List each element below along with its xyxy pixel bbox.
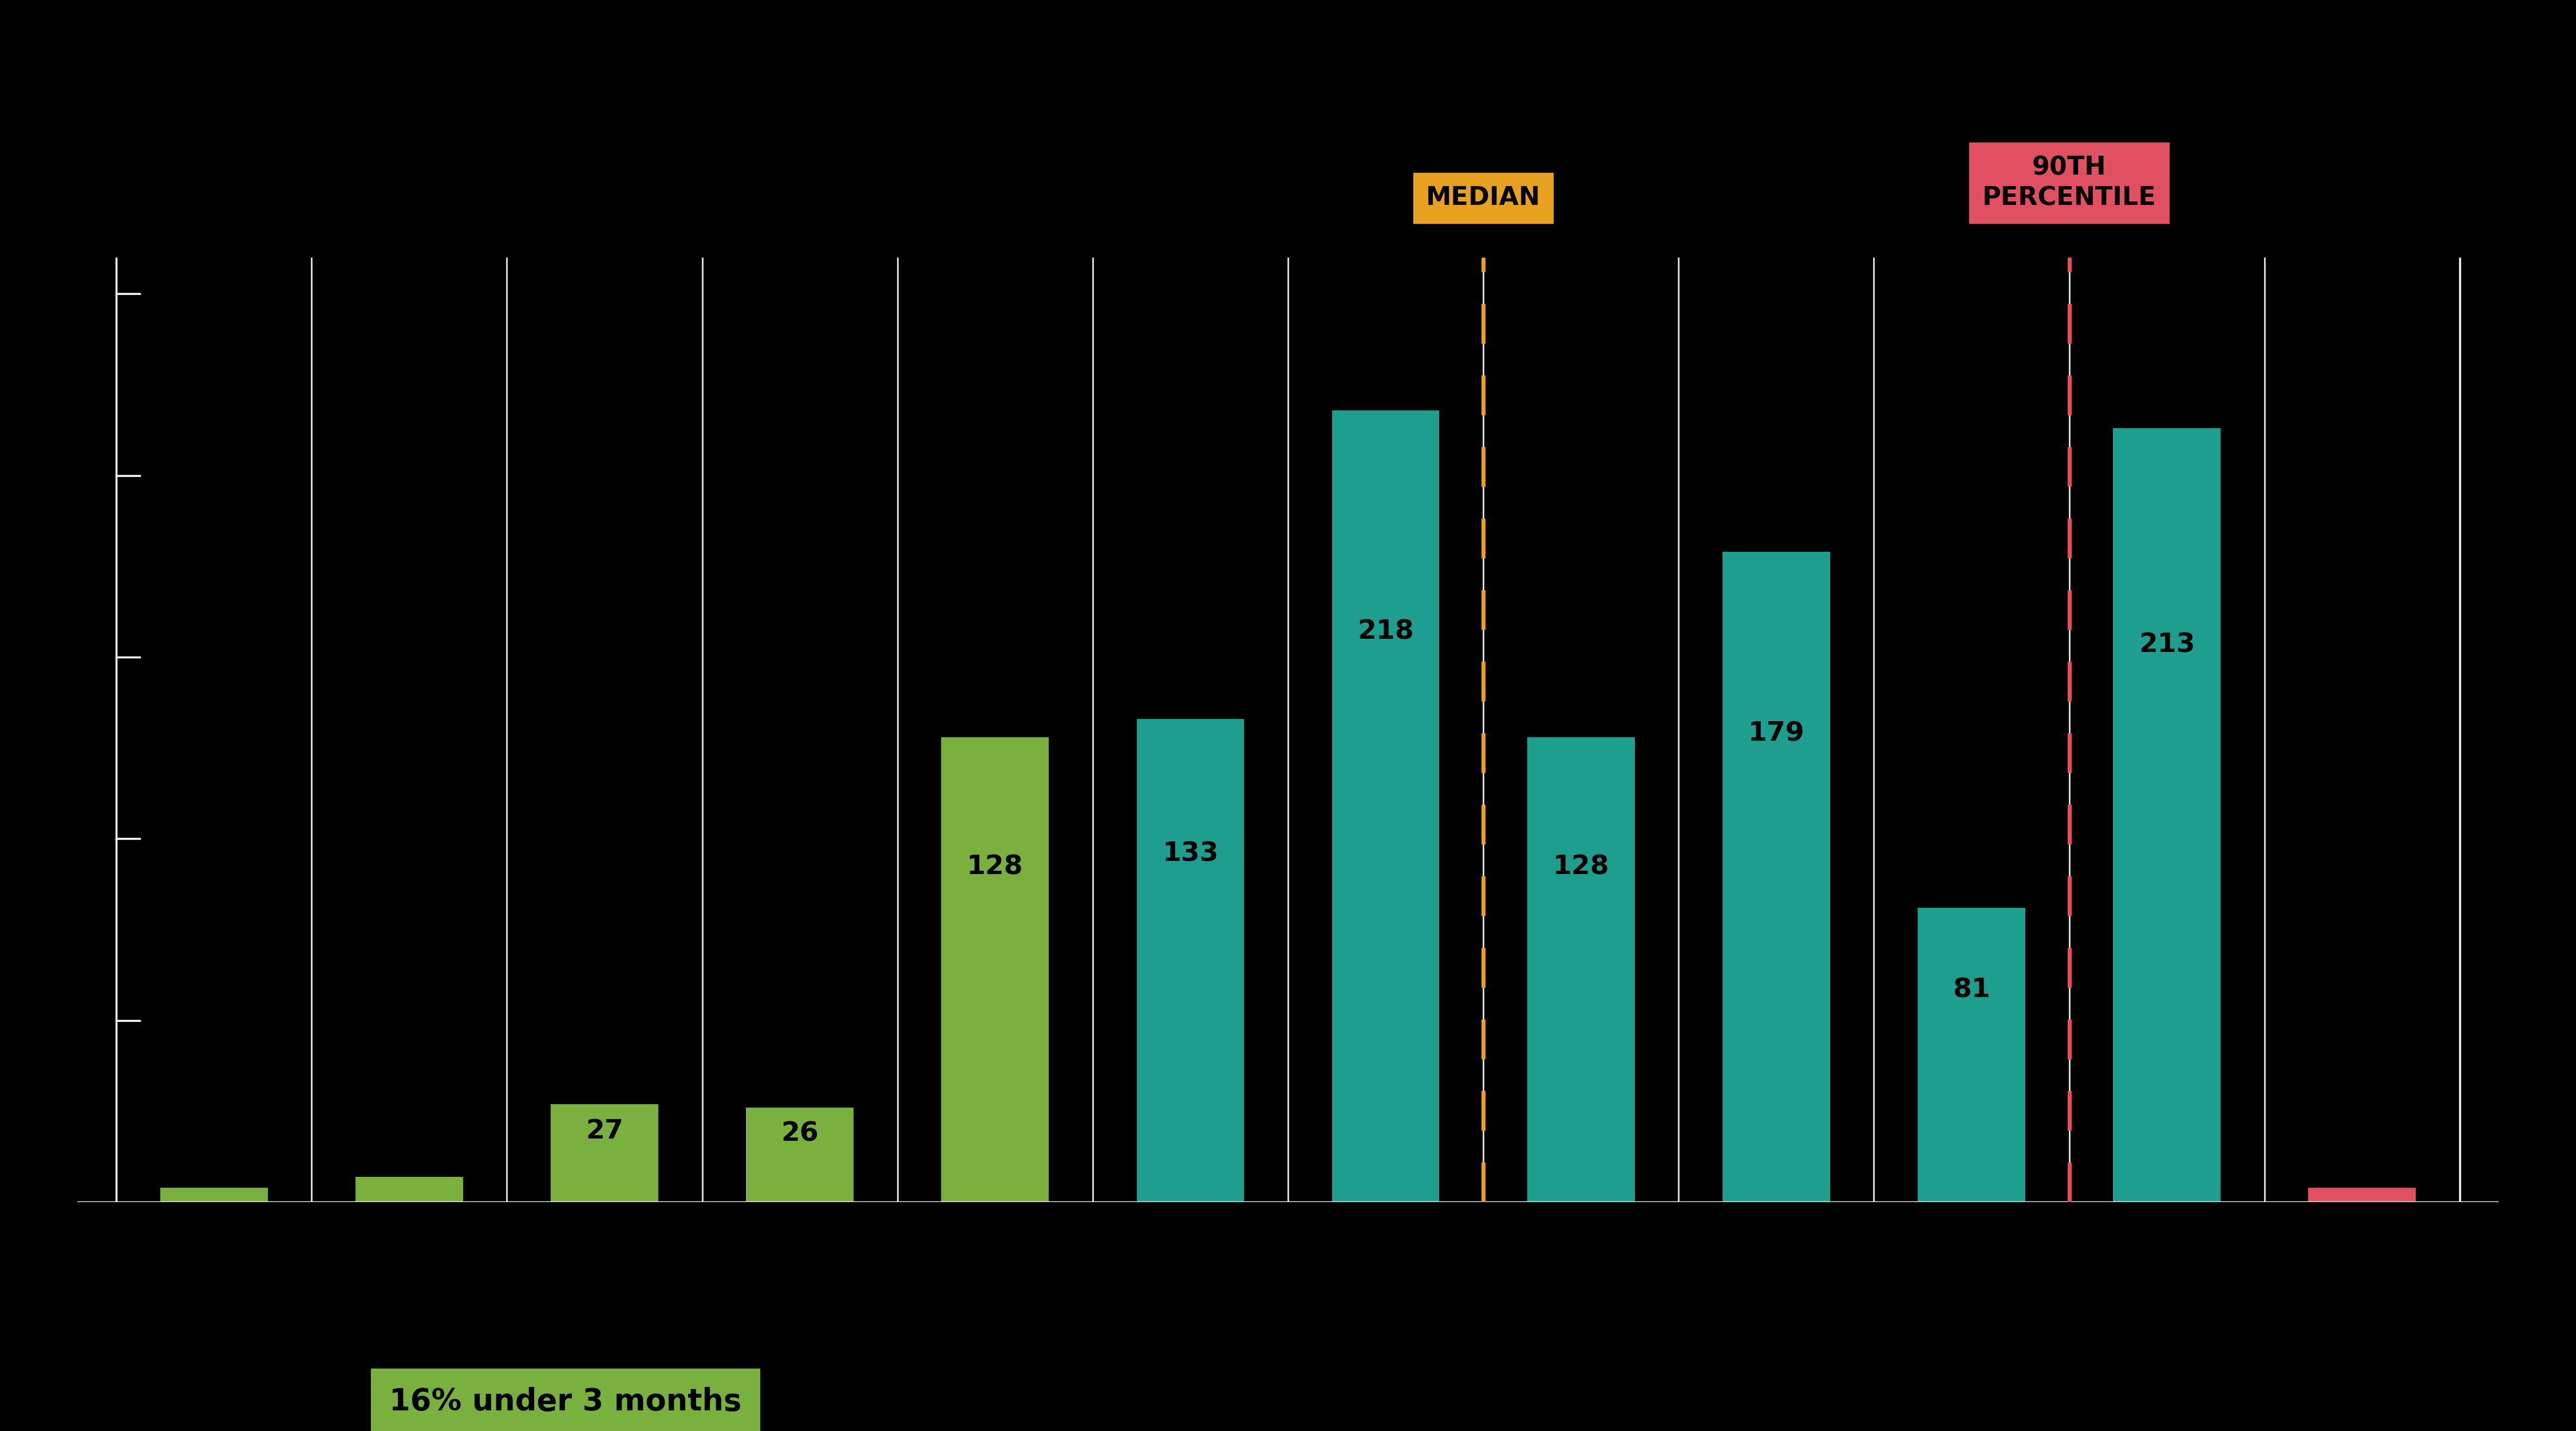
Text: 128: 128 [1553, 854, 1610, 880]
Text: 213: 213 [2138, 633, 2195, 658]
Bar [551, 1103, 659, 1202]
Bar [160, 1188, 268, 1202]
Text: 179: 179 [1749, 721, 1803, 747]
Bar [747, 1108, 853, 1202]
Text: 133: 133 [1162, 841, 1218, 867]
Text: 128: 128 [966, 854, 1023, 880]
Bar [940, 737, 1048, 1202]
Bar [1332, 411, 1440, 1202]
Bar [1136, 718, 1244, 1202]
Bar [355, 1176, 464, 1202]
Bar [1917, 907, 2025, 1202]
Text: MEDIAN: MEDIAN [1427, 186, 1540, 210]
Text: 90TH
PERCENTILE: 90TH PERCENTILE [1981, 156, 2156, 210]
Text: 26: 26 [781, 1120, 819, 1146]
Bar [2308, 1188, 2416, 1202]
Text: 16% under 3 months: 16% under 3 months [389, 1387, 742, 1417]
Bar [2112, 428, 2221, 1202]
Bar [1723, 552, 1829, 1202]
Text: 81: 81 [1953, 977, 1991, 1003]
Text: 218: 218 [1358, 620, 1414, 645]
Text: 27: 27 [585, 1119, 623, 1145]
Bar [1528, 737, 1636, 1202]
